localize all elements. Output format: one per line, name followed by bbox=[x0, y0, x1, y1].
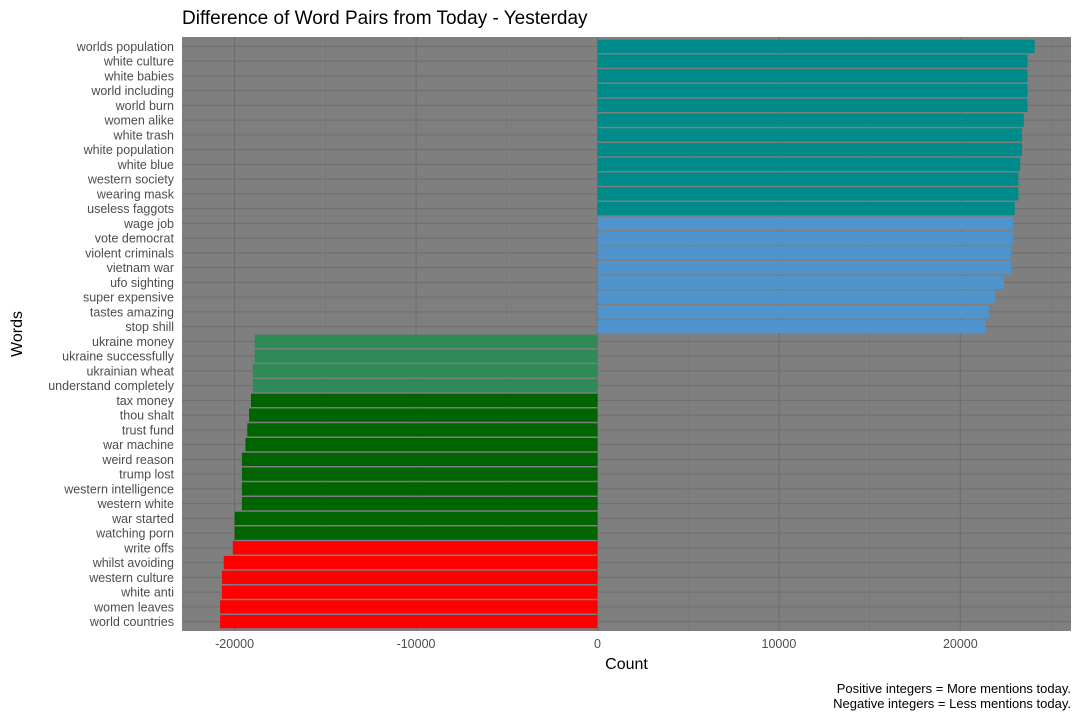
x-axis-label: Count bbox=[605, 656, 648, 673]
bar bbox=[220, 600, 598, 614]
bar bbox=[597, 142, 1023, 157]
bar bbox=[223, 555, 598, 570]
y-tick-label: vote democrat bbox=[95, 232, 175, 246]
bar bbox=[232, 541, 598, 555]
bar bbox=[597, 260, 1012, 275]
bar bbox=[597, 187, 1019, 201]
bar bbox=[597, 201, 1015, 216]
bar bbox=[597, 290, 995, 304]
y-tick-label: vietnam war bbox=[107, 261, 174, 275]
bar bbox=[234, 526, 598, 540]
bar bbox=[220, 614, 598, 629]
y-tick-label: women alike bbox=[104, 114, 175, 128]
bar bbox=[597, 231, 1013, 245]
bar bbox=[597, 216, 1013, 231]
bar bbox=[597, 39, 1035, 54]
bar bbox=[241, 482, 598, 496]
bar bbox=[597, 319, 986, 334]
bar bbox=[597, 246, 1012, 260]
y-tick-label: worlds population bbox=[76, 40, 174, 54]
bar bbox=[252, 364, 598, 378]
y-tick-label: trump lost bbox=[119, 468, 174, 482]
bar bbox=[597, 54, 1028, 68]
y-axis-label: Words bbox=[9, 311, 26, 357]
y-tick-label: world burn bbox=[115, 99, 174, 113]
y-tick-label: write offs bbox=[123, 541, 174, 555]
bar bbox=[247, 423, 598, 437]
y-tick-label: war machine bbox=[102, 438, 174, 452]
y-tick-label: wage job bbox=[123, 217, 174, 231]
x-axis-tick-labels: -20000 -10000 0 10000 20000 bbox=[215, 637, 978, 651]
y-tick-label: world countries bbox=[89, 615, 174, 629]
bar bbox=[597, 83, 1028, 98]
bar bbox=[241, 467, 598, 481]
x-tick-label: -20000 bbox=[215, 637, 254, 651]
y-tick-label: stop shill bbox=[125, 320, 174, 334]
bar bbox=[250, 393, 598, 408]
y-tick-label: world including bbox=[90, 84, 174, 98]
y-tick-label: trust fund bbox=[122, 423, 174, 437]
y-tick-label: ukraine money bbox=[92, 335, 175, 349]
y-tick-label: tax money bbox=[116, 394, 174, 408]
y-tick-label: western culture bbox=[88, 571, 174, 585]
bar bbox=[597, 172, 1019, 186]
y-tick-label: violent criminals bbox=[85, 246, 174, 260]
y-tick-label: white anti bbox=[120, 586, 174, 600]
y-tick-label: war started bbox=[111, 512, 174, 526]
y-tick-label: whilst avoiding bbox=[92, 556, 174, 570]
y-tick-label: wearing mask bbox=[96, 187, 175, 201]
bars bbox=[220, 39, 1035, 629]
y-tick-label: white culture bbox=[103, 55, 174, 69]
bar bbox=[241, 452, 598, 467]
bar bbox=[234, 511, 598, 526]
x-tick-label: -10000 bbox=[397, 637, 436, 651]
y-tick-label: western society bbox=[87, 173, 175, 187]
y-tick-label: weird reason bbox=[101, 453, 174, 467]
y-tick-label: white population bbox=[83, 143, 174, 157]
bar bbox=[597, 275, 1004, 290]
bar bbox=[252, 378, 598, 393]
bar bbox=[249, 408, 598, 422]
x-tick-label: 20000 bbox=[943, 637, 978, 651]
bar bbox=[597, 69, 1028, 83]
y-tick-label: white babies bbox=[104, 69, 175, 83]
y-tick-label: ufo sighting bbox=[110, 276, 174, 290]
chart-title: Difference of Word Pairs from Today - Ye… bbox=[182, 8, 588, 29]
y-tick-label: watching porn bbox=[95, 527, 174, 541]
bar bbox=[597, 128, 1023, 142]
bar bbox=[221, 570, 598, 585]
bar bbox=[241, 496, 598, 511]
y-tick-label: white trash bbox=[113, 128, 174, 142]
x-tick-label: 0 bbox=[594, 637, 601, 651]
y-tick-label: western intelligence bbox=[63, 482, 174, 496]
bar bbox=[597, 113, 1024, 127]
bar bbox=[597, 98, 1028, 113]
y-tick-label: western white bbox=[97, 497, 174, 511]
bar bbox=[597, 305, 990, 319]
y-tick-label: women leaves bbox=[93, 600, 174, 614]
y-tick-label: ukraine successfully bbox=[62, 350, 175, 364]
y-tick-label: thou shalt bbox=[120, 409, 175, 423]
x-tick-label: 10000 bbox=[762, 637, 797, 651]
bar bbox=[254, 334, 598, 349]
caption-negative-note: Negative integers = Less mentions today. bbox=[833, 696, 1071, 711]
y-tick-label: useless faggots bbox=[87, 202, 174, 216]
y-tick-label: super expensive bbox=[83, 291, 174, 305]
bar bbox=[245, 437, 598, 452]
bar bbox=[254, 349, 598, 363]
y-tick-label: tastes amazing bbox=[90, 305, 174, 319]
y-tick-label: ukrainian wheat bbox=[86, 364, 174, 378]
bar bbox=[221, 585, 598, 599]
caption-positive-note: Positive integers = More mentions today. bbox=[837, 681, 1071, 696]
bar bbox=[597, 157, 1021, 172]
y-tick-label: white blue bbox=[117, 158, 174, 172]
y-tick-label: understand completely bbox=[48, 379, 175, 393]
